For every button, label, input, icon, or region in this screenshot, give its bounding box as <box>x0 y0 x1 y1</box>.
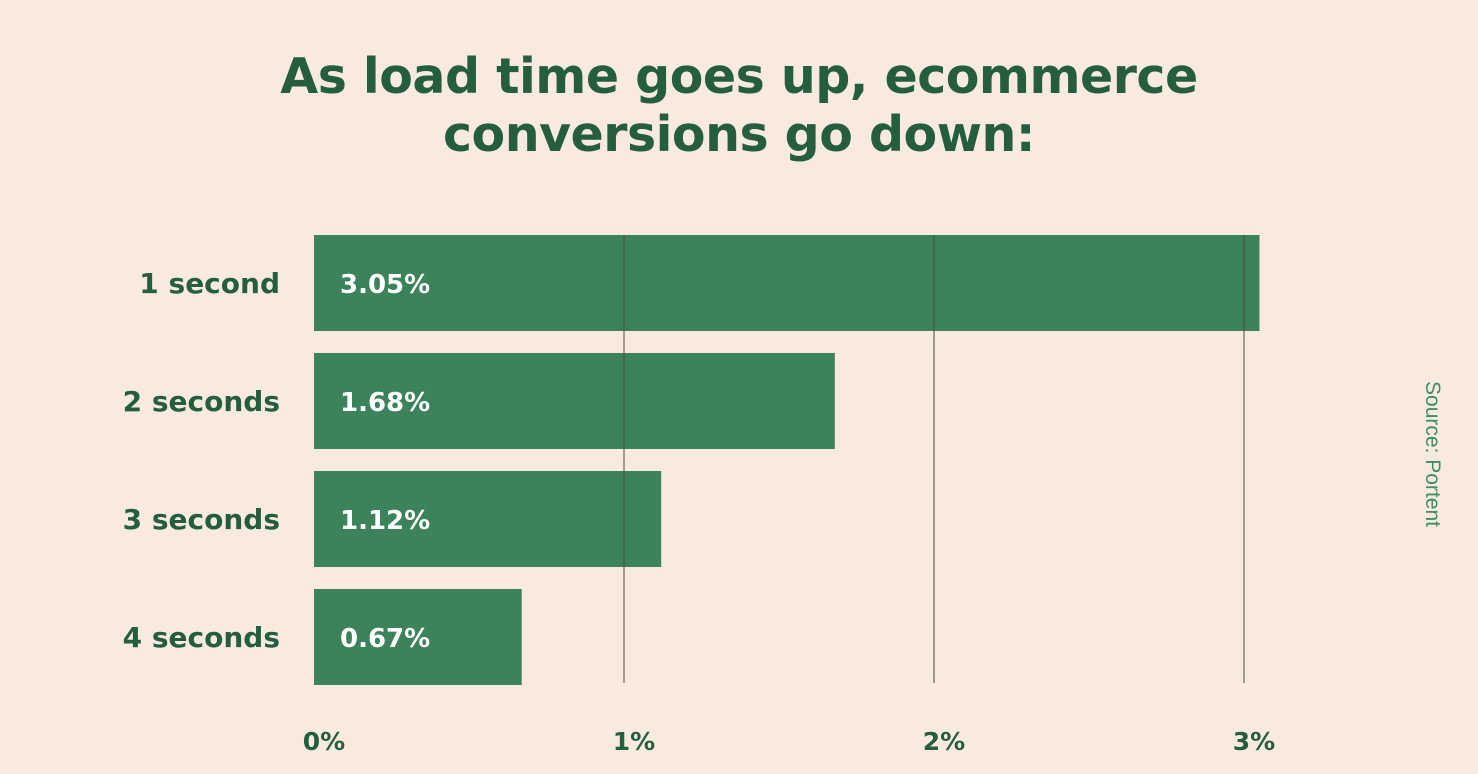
category-label-2: 2 seconds <box>123 385 280 418</box>
data-label-1: 3.05% <box>340 270 430 300</box>
x-tick-label-0: 0% <box>303 727 345 756</box>
category-label-1: 1 second <box>139 267 280 300</box>
bars-group <box>314 235 1260 685</box>
data-label-4: 0.67% <box>340 624 430 654</box>
chart-title-line-2: conversions go down: <box>443 106 1035 163</box>
chart-title: As load time goes up, ecommerce conversi… <box>0 48 1478 164</box>
category-label-3: 3 seconds <box>123 503 280 536</box>
gridlines-group <box>623 235 1245 683</box>
data-label-3: 1.12% <box>340 506 430 536</box>
category-label-4: 4 seconds <box>123 621 280 654</box>
x-tick-labels-group: 0% 1% 2% 3% <box>303 727 1275 756</box>
x-tick-label-2: 2% <box>923 727 965 756</box>
x-tick-label-1: 1% <box>613 727 655 756</box>
bar-4 <box>314 589 522 685</box>
bar-1 <box>314 235 1260 331</box>
source-note: Source: Portent <box>1421 381 1444 527</box>
category-labels-group: 1 second 2 seconds 3 seconds 4 seconds <box>123 267 280 654</box>
data-labels-group: 3.05% 1.68% 1.12% 0.67% <box>340 270 430 654</box>
bar-3 <box>314 471 662 567</box>
data-label-2: 1.68% <box>340 388 430 418</box>
x-tick-label-3: 3% <box>1233 727 1275 756</box>
chart-title-line-1: As load time goes up, ecommerce <box>280 48 1198 105</box>
bar-2 <box>314 353 835 449</box>
